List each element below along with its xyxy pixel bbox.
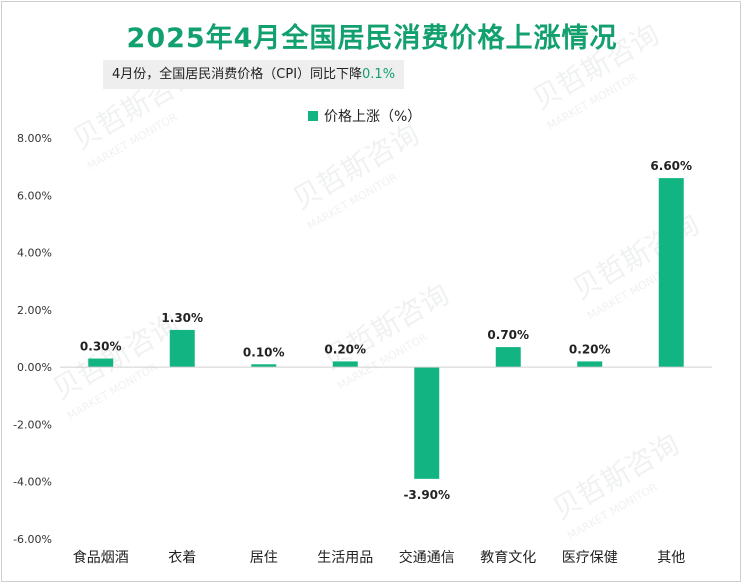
y-tick-label: -6.00% xyxy=(13,533,52,546)
x-category-label: 交通通信 xyxy=(399,549,455,566)
data-label: 1.30% xyxy=(161,311,203,325)
y-tick-label: 2.00% xyxy=(17,304,52,317)
y-tick-label: -2.00% xyxy=(13,418,52,431)
chart-title: 2025年4月全国居民消费价格上涨情况 xyxy=(126,23,618,54)
x-category-label: 生活用品 xyxy=(317,550,373,566)
legend: 价格上涨（%） xyxy=(308,106,421,126)
bar xyxy=(414,367,440,479)
x-category-label: 医疗保健 xyxy=(562,550,618,566)
data-label: -3.90% xyxy=(403,488,450,502)
data-label: 0.70% xyxy=(487,328,529,342)
data-label: 0.10% xyxy=(243,345,285,359)
y-tick-label: 4.00% xyxy=(17,247,52,260)
legend-label: 价格上涨（%） xyxy=(324,109,422,125)
subtitle-highlight-value: 0.1% xyxy=(362,67,396,82)
legend-swatch xyxy=(308,111,318,121)
y-tick-label: 0.00% xyxy=(17,361,52,374)
bar xyxy=(577,361,603,368)
y-tick-label: 6.00% xyxy=(17,189,52,202)
bar xyxy=(251,364,277,368)
bar xyxy=(495,347,521,368)
x-category-label: 衣着 xyxy=(168,550,196,566)
x-category-label: 居住 xyxy=(250,550,278,566)
subtitle-box: 4月份，全国居民消费价格（CPI）同比下降0.1% xyxy=(103,60,405,89)
bar xyxy=(658,178,684,368)
subtitle-text: 4月份，全国居民消费价格（CPI）同比下降 xyxy=(112,67,363,82)
data-label: 0.20% xyxy=(569,342,611,356)
bar xyxy=(332,361,358,368)
data-label: 6.60% xyxy=(650,159,692,173)
bar xyxy=(88,358,114,368)
y-tick-label: -4.00% xyxy=(13,476,52,489)
data-label: 0.20% xyxy=(324,342,366,356)
y-tick-label: 8.00% xyxy=(17,132,52,145)
data-label: 0.30% xyxy=(80,340,122,354)
bar xyxy=(169,329,195,368)
x-category-label: 食品烟酒 xyxy=(73,549,129,566)
x-category-label: 其他 xyxy=(657,550,685,566)
x-category-label: 教育文化 xyxy=(480,550,536,566)
